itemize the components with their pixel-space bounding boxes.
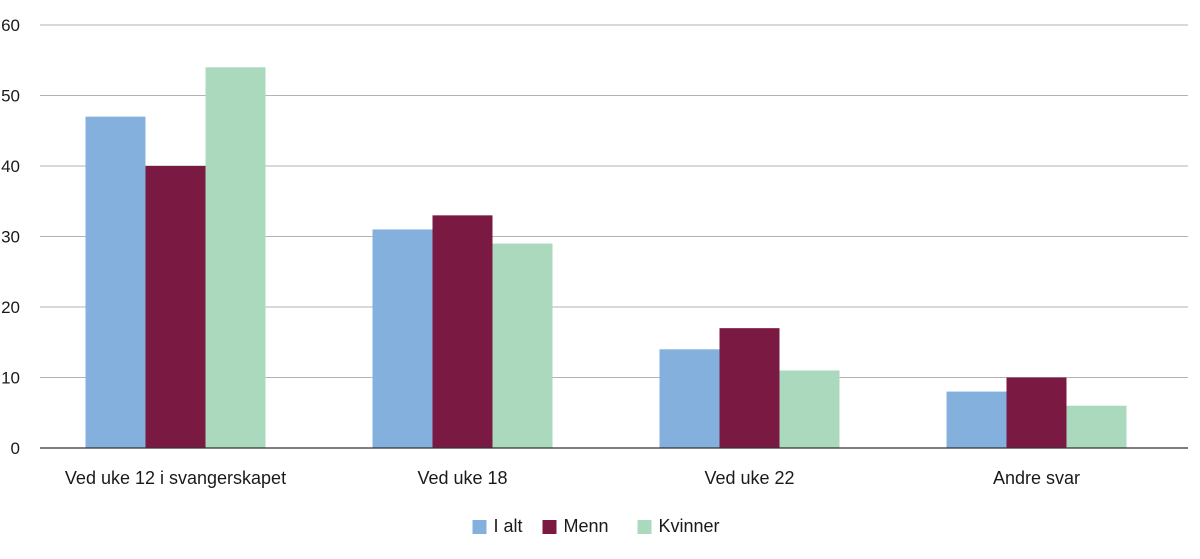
legend-label: Kvinner: [659, 516, 720, 536]
y-tick-label: 40: [1, 157, 20, 176]
bar-kvinner: [1066, 405, 1127, 448]
y-tick-label: 0: [11, 439, 20, 458]
bar-menn: [145, 166, 206, 448]
legend-swatch: [472, 520, 487, 534]
legend-swatch: [542, 520, 557, 534]
bar-kvinner: [779, 370, 840, 448]
legend: I alt Menn Kvinner: [472, 516, 720, 536]
legend-label: Menn: [564, 516, 609, 536]
y-tick-label: 60: [1, 16, 20, 35]
bar-i-alt: [946, 391, 1007, 448]
y-tick-label: 30: [1, 228, 20, 247]
x-category-label: Ved uke 22: [704, 468, 794, 488]
legend-swatch: [637, 520, 652, 534]
y-axis: 0 10 20 30 40 50 60: [1, 16, 20, 458]
bar-i-alt: [659, 349, 720, 448]
bar-menn: [432, 215, 493, 448]
y-tick-label: 20: [1, 298, 20, 317]
x-category-label: Ved uke 12 i svangerskapet: [65, 468, 286, 488]
y-tick-label: 10: [1, 369, 20, 388]
y-tick-label: 50: [1, 87, 20, 106]
bar-menn: [1006, 377, 1067, 448]
bar-kvinner: [205, 67, 266, 449]
bars: [85, 67, 1127, 449]
x-category-label: Ved uke 18: [417, 468, 507, 488]
bar-i-alt: [85, 116, 146, 449]
bar-kvinner: [492, 243, 553, 448]
legend-label: I alt: [494, 516, 523, 536]
bar-menn: [719, 328, 780, 448]
x-axis: Ved uke 12 i svangerskapet Ved uke 18 Ved …: [40, 447, 1188, 488]
bar-i-alt: [372, 229, 433, 448]
x-category-label: Andre svar: [993, 468, 1080, 488]
